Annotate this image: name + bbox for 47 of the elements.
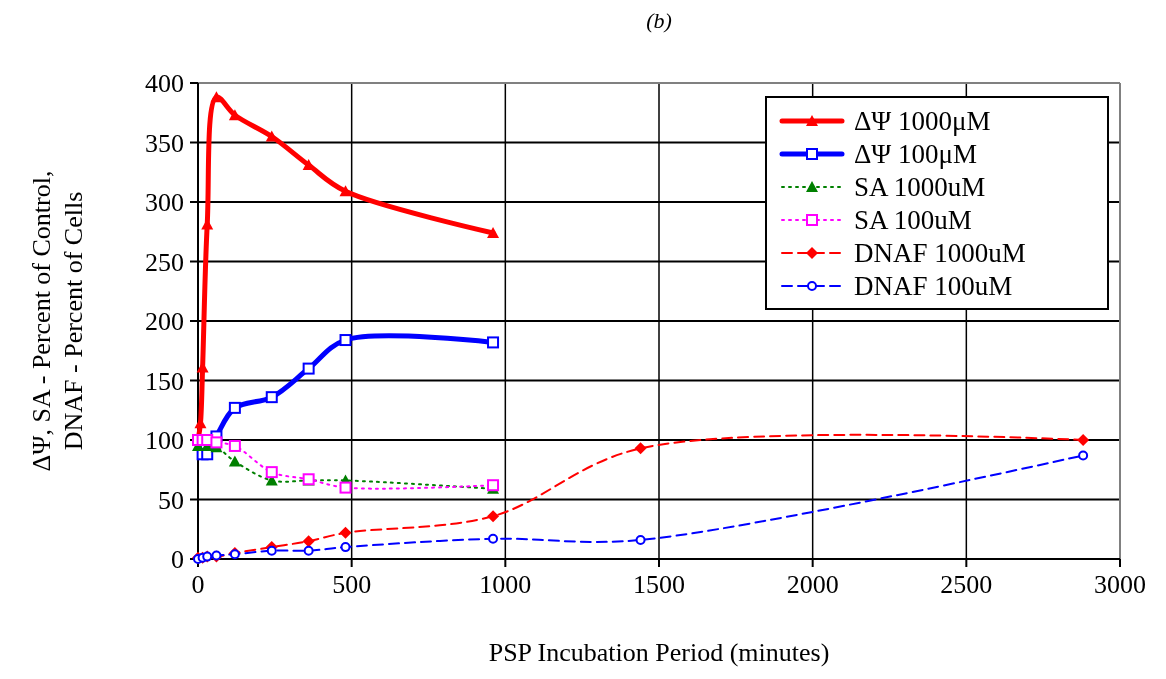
y-tick-label: 300	[145, 188, 184, 218]
point	[265, 391, 278, 404]
point	[303, 545, 314, 556]
point	[210, 436, 223, 449]
point	[634, 442, 647, 455]
point	[302, 362, 315, 375]
point	[487, 226, 500, 238]
point	[340, 542, 351, 553]
x-tick-label: 1500	[633, 570, 685, 599]
point	[1078, 450, 1089, 461]
legend-label: ΔΨ 100μM	[854, 139, 978, 170]
point	[339, 526, 352, 539]
x-tick-label: 1000	[479, 570, 532, 599]
point	[339, 481, 352, 494]
y-axis-title: ΔΨ, SA - Percent of Control, DNAF - Percent of Cells	[27, 170, 88, 472]
legend-label: SA 100uM	[854, 205, 972, 236]
y-tick-label: 0	[171, 545, 184, 575]
legend-label: DNAF 1000uM	[854, 238, 1026, 269]
point	[228, 455, 241, 467]
point	[635, 534, 646, 545]
y-tick-label: 100	[145, 426, 184, 456]
chart-title: (b)	[646, 8, 672, 33]
x-tick-label: 500	[332, 570, 372, 599]
x-tick-label: 2000	[786, 570, 839, 599]
point	[339, 334, 352, 347]
point	[488, 533, 499, 544]
x-tick-label: 3000	[1094, 570, 1146, 599]
point	[228, 401, 241, 414]
y-tick-label: 50	[158, 485, 184, 515]
legend-label: ΔΨ 1000μM	[854, 106, 991, 137]
point	[487, 336, 500, 349]
legend-label: DNAF 100uM	[854, 271, 1013, 302]
point	[265, 466, 278, 479]
x-tick-label: 0	[191, 570, 205, 599]
y-tick-label: 150	[145, 366, 184, 396]
y-tick-label: 400	[145, 69, 184, 99]
point	[266, 545, 277, 556]
point	[339, 185, 352, 197]
point	[1077, 434, 1090, 446]
point	[487, 510, 500, 523]
point	[228, 439, 241, 452]
y-tick-label: 200	[145, 307, 184, 337]
x-axis-title: PSP Incubation Period (minutes)	[488, 638, 830, 667]
legend-label: SA 1000uM	[854, 172, 986, 203]
x-tick-label: 2500	[940, 570, 993, 599]
y-tick-label: 250	[145, 247, 184, 277]
y-tick-label: 350	[145, 128, 184, 158]
